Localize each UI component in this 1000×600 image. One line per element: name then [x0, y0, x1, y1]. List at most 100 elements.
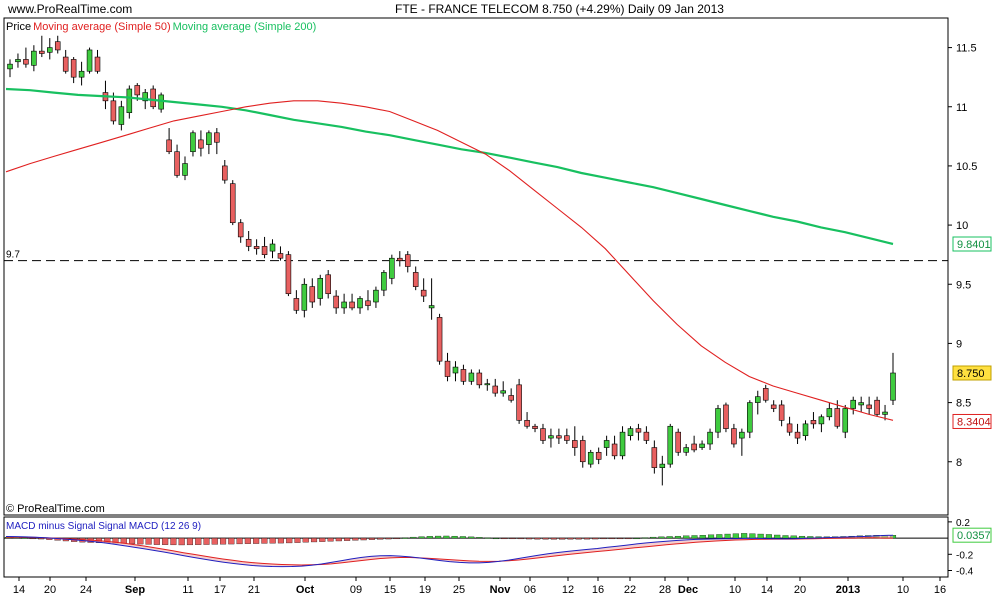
candle[interactable]: [174, 144, 180, 178]
candle[interactable]: [890, 352, 896, 405]
candle[interactable]: [595, 447, 602, 465]
candle[interactable]: [78, 61, 85, 86]
candle[interactable]: [460, 364, 467, 385]
candle[interactable]: [476, 369, 483, 389]
candle[interactable]: [86, 47, 93, 74]
candle[interactable]: [675, 428, 681, 456]
candle[interactable]: [214, 128, 220, 155]
candle[interactable]: [237, 219, 244, 243]
candle[interactable]: [810, 412, 817, 429]
candle[interactable]: [484, 378, 491, 391]
candle[interactable]: [842, 404, 849, 439]
candle[interactable]: [532, 423, 538, 433]
candle[interactable]: [500, 381, 506, 397]
candle[interactable]: [866, 396, 872, 415]
candle[interactable]: [794, 423, 801, 444]
candle[interactable]: [723, 402, 729, 433]
candle[interactable]: [715, 404, 721, 439]
candle[interactable]: [206, 130, 212, 155]
candle[interactable]: [373, 286, 379, 308]
candle[interactable]: [182, 156, 188, 181]
candle[interactable]: [397, 251, 403, 267]
candle[interactable]: [699, 440, 705, 450]
candle[interactable]: [118, 100, 125, 131]
candle[interactable]: [39, 35, 45, 58]
site-title[interactable]: www.ProRealTime.com: [8, 2, 133, 16]
candle[interactable]: [341, 293, 347, 314]
candle[interactable]: [762, 384, 769, 403]
candle[interactable]: [850, 396, 856, 415]
candle[interactable]: [611, 435, 618, 460]
candle[interactable]: [261, 236, 268, 259]
candle[interactable]: [253, 239, 260, 255]
candle[interactable]: [770, 400, 777, 413]
candle[interactable]: [747, 400, 753, 439]
candle[interactable]: [874, 396, 880, 417]
candle[interactable]: [333, 290, 339, 314]
candle[interactable]: [293, 290, 300, 314]
candle[interactable]: [31, 45, 37, 72]
candle[interactable]: [269, 239, 276, 259]
candle[interactable]: [683, 444, 689, 456]
candle[interactable]: [412, 266, 419, 291]
candle[interactable]: [317, 274, 324, 306]
candle[interactable]: [325, 270, 331, 299]
candle[interactable]: [349, 293, 355, 311]
candle[interactable]: [389, 254, 395, 285]
candle[interactable]: [94, 49, 101, 74]
candle[interactable]: [858, 396, 864, 413]
candle[interactable]: [381, 270, 387, 297]
candle[interactable]: [468, 369, 475, 385]
candle[interactable]: [357, 296, 363, 314]
candle[interactable]: [436, 313, 443, 365]
candle[interactable]: [23, 47, 29, 68]
candle[interactable]: [404, 251, 411, 273]
candle[interactable]: [731, 423, 737, 448]
candle[interactable]: [651, 440, 658, 474]
candle[interactable]: [365, 290, 371, 311]
candle[interactable]: [659, 455, 666, 486]
candle[interactable]: [7, 59, 13, 78]
candle[interactable]: [627, 426, 634, 441]
candle[interactable]: [818, 414, 825, 433]
candle[interactable]: [508, 388, 514, 403]
candle[interactable]: [548, 428, 554, 448]
candle[interactable]: [572, 426, 578, 456]
candle[interactable]: [619, 426, 626, 460]
candle[interactable]: [277, 246, 284, 261]
candle[interactable]: [420, 278, 427, 302]
candle[interactable]: [70, 57, 77, 84]
candle[interactable]: [754, 390, 761, 415]
candle[interactable]: [778, 400, 785, 427]
candle[interactable]: [667, 423, 674, 468]
candle[interactable]: [739, 428, 745, 456]
candle[interactable]: [190, 130, 196, 157]
candle[interactable]: [47, 38, 53, 60]
candle[interactable]: [126, 85, 133, 119]
candle[interactable]: [587, 449, 594, 468]
candle[interactable]: [492, 378, 499, 397]
candle[interactable]: [524, 412, 530, 429]
candle[interactable]: [428, 278, 435, 320]
candle[interactable]: [166, 128, 172, 155]
candle[interactable]: [62, 49, 69, 74]
candle[interactable]: [540, 423, 546, 444]
candle[interactable]: [579, 435, 586, 468]
candle[interactable]: [102, 80, 109, 110]
candle[interactable]: [603, 435, 610, 456]
candle[interactable]: [564, 428, 570, 444]
candle[interactable]: [802, 420, 809, 441]
candle[interactable]: [882, 404, 888, 421]
candle[interactable]: [635, 423, 642, 441]
candle[interactable]: [826, 402, 833, 421]
candle[interactable]: [444, 352, 451, 382]
candle[interactable]: [556, 428, 562, 444]
candle[interactable]: [707, 428, 713, 450]
candle[interactable]: [245, 231, 252, 252]
candle[interactable]: [15, 53, 21, 68]
candle[interactable]: [643, 426, 650, 444]
candle[interactable]: [222, 160, 228, 184]
candle[interactable]: [452, 361, 459, 382]
candle[interactable]: [309, 278, 316, 308]
